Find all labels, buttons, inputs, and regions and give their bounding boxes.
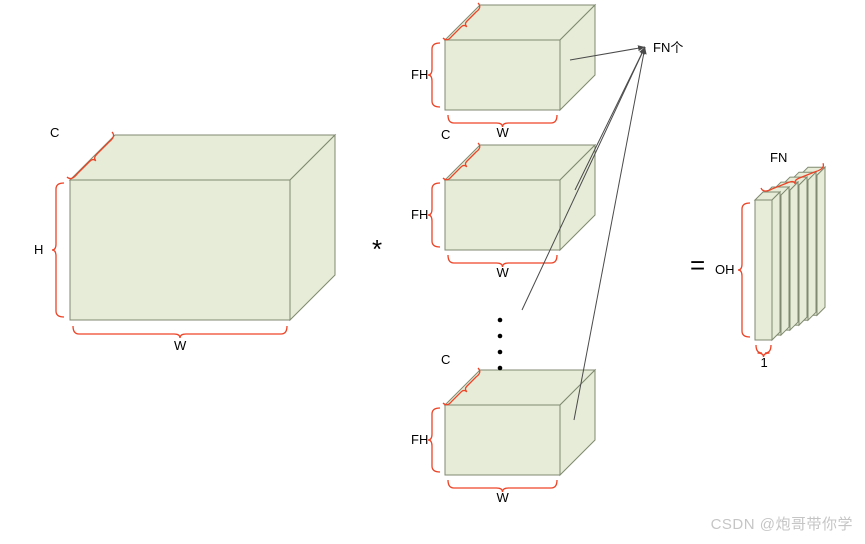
input-label-c: C xyxy=(50,125,59,140)
filter-brace-fh-1 xyxy=(428,183,440,247)
ellipsis-dot xyxy=(498,350,503,355)
input-label-h: H xyxy=(34,242,43,257)
output-brace-oh xyxy=(738,203,750,337)
ellipsis-dot xyxy=(498,318,503,323)
filter-label-fh-0: FH xyxy=(411,67,428,82)
filter-label-c-1: C xyxy=(441,127,450,142)
filter-label-c-0: C xyxy=(441,0,450,2)
arrow-3 xyxy=(574,47,645,420)
conv-operator: * xyxy=(372,234,382,265)
output-slab-0 xyxy=(755,192,780,340)
output-label-oh: OH xyxy=(715,262,735,277)
filter-brace-fh-2 xyxy=(428,408,440,472)
filter-label-fh-1: FH xyxy=(411,207,428,222)
filter-label-fh-2: FH xyxy=(411,432,428,447)
watermark-text: CSDN @炮哥带你学 xyxy=(711,513,853,534)
input-cuboid xyxy=(70,135,335,320)
filter-label-w-2: W xyxy=(497,490,509,505)
diagram-canvas xyxy=(0,0,865,544)
filter-brace-fh-0 xyxy=(428,43,440,107)
output-label-fn: FN xyxy=(770,150,787,165)
input-label-w: W xyxy=(174,338,186,353)
input-brace-h xyxy=(52,183,64,317)
output-label-1: 1 xyxy=(761,355,768,370)
filter-label-c-2: C xyxy=(441,352,450,367)
filter-label-w-1: W xyxy=(497,265,509,280)
ellipsis-dot xyxy=(498,366,503,371)
ellipsis-dot xyxy=(498,334,503,339)
equals-operator: = xyxy=(690,250,705,281)
fn-count-label: FN个 xyxy=(653,37,683,56)
filter-label-w-0: W xyxy=(497,125,509,140)
input-brace-w xyxy=(73,326,287,338)
